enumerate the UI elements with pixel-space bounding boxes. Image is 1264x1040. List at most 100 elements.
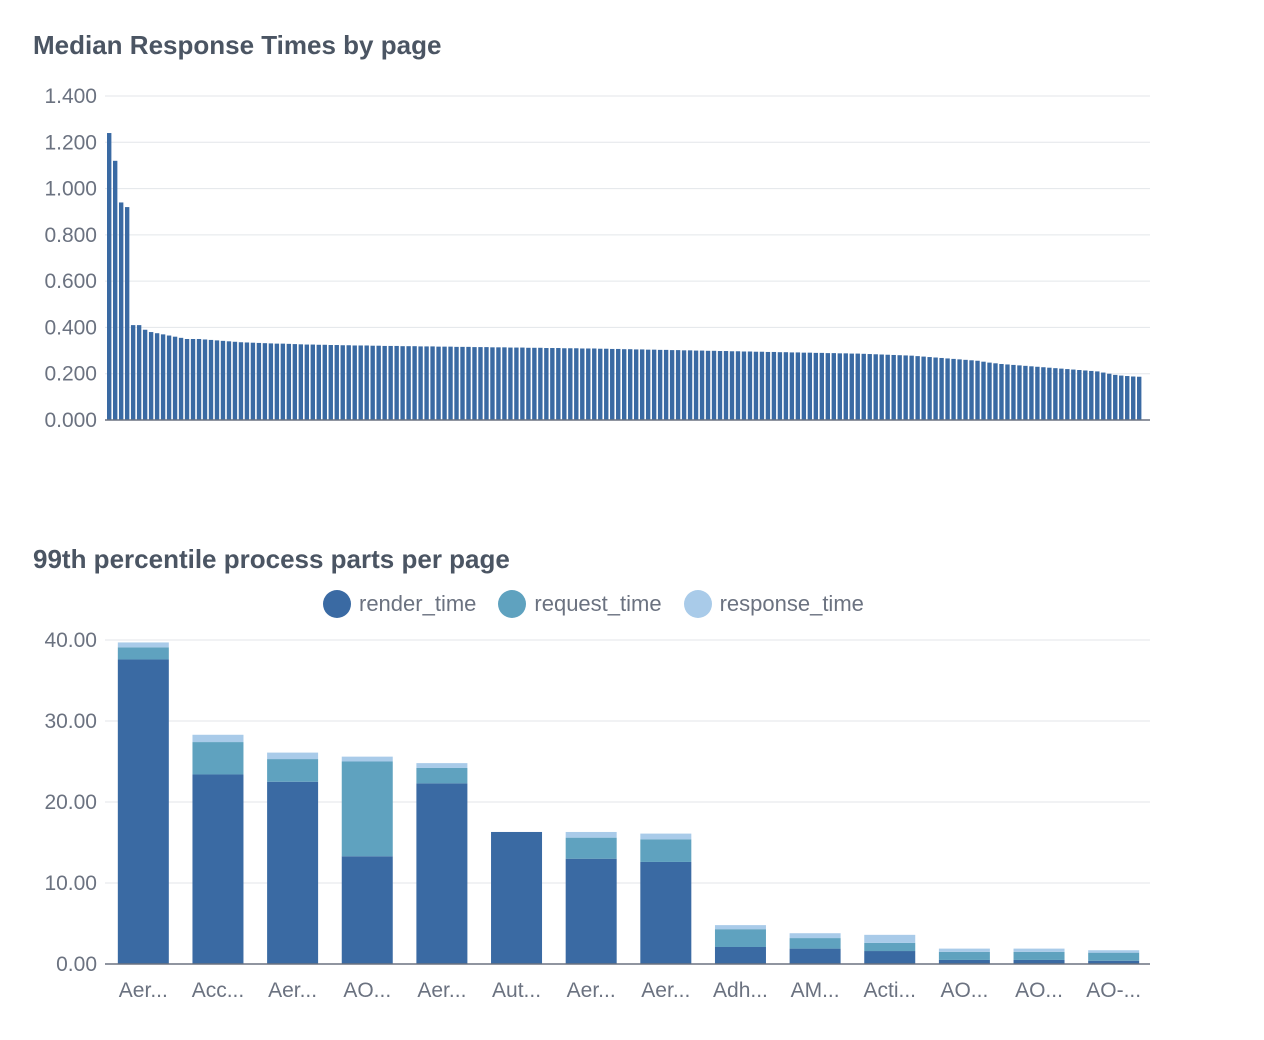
median-bar [616,348,621,420]
median-bar [879,354,884,420]
median-bar [448,346,453,420]
bar-render-time [267,781,319,964]
x-tick-label: AM... [791,979,840,1002]
median-bar [867,354,872,420]
bar-render-time [565,858,617,964]
median-bar [795,352,801,420]
median-bar [472,347,477,420]
median-bar [921,356,926,420]
median-bar [801,352,807,420]
median-bar [388,345,393,420]
median-bar [364,345,369,420]
median-bar [1101,372,1106,420]
median-bar [1083,370,1088,420]
median-bar [891,354,896,420]
median-bar [190,339,196,420]
median-bar [418,346,423,420]
median-bar [148,332,154,420]
median-bar [861,353,866,420]
median-bar [855,353,860,420]
median-bar [124,207,130,420]
median-bar [711,350,717,420]
x-tick-label: Acti... [863,979,916,1002]
median-bar [508,347,513,420]
legend-label-response-time: response_time [719,591,864,616]
x-tick-label: Aer... [641,979,690,1002]
median-bar [244,342,250,420]
median-bar [604,348,609,420]
y-tick-label: 10.00 [44,872,97,895]
bar-response-time [192,734,244,743]
median-chart-title: Median Response Times by page [33,30,442,60]
median-bar [208,339,214,420]
percentile-chart-title: 99th percentile process parts per page [33,544,510,574]
median-bar [951,358,956,420]
median-bar [663,349,669,420]
bar-request-time [714,929,766,947]
median-bar [897,355,902,420]
bar-render-time [714,946,766,964]
median-bar [993,363,998,420]
bar-response-time [789,933,841,939]
bar-render-time [416,783,468,964]
median-bar [544,348,549,420]
legend-item-render-time[interactable]: render_time [323,590,476,618]
median-bar [376,345,381,420]
bar-render-time [192,774,244,964]
y-tick-label: 1.400 [44,85,97,108]
bar-request-time [1013,951,1065,960]
bar-response-time [714,925,766,930]
bar-render-time [1013,959,1065,964]
legend-item-request-time[interactable]: request_time [498,590,662,618]
median-bar [1071,369,1076,420]
median-bar [136,325,142,420]
median-bar [310,344,315,420]
y-tick-label: 0.800 [44,224,97,247]
median-bar [789,352,795,420]
render-time-swatch [323,590,351,618]
y-tick-label: 0.000 [44,409,97,432]
bar-request-time [416,767,468,784]
median-bar [1137,376,1142,420]
median-bar [454,346,459,420]
median-bar [526,347,531,420]
median-bar [622,349,627,420]
median-bar [885,354,890,420]
median-bar [118,202,124,420]
legend-item-response-time[interactable]: response_time [683,590,864,618]
bar-render-time [789,948,841,964]
median-bar [1041,367,1046,420]
median-bar [166,335,172,420]
median-bar [430,346,435,420]
median-bar [226,341,232,420]
median-bar [250,342,256,420]
median-bar [400,346,405,420]
median-bar [975,360,980,420]
chart-legend: render_time request_time response_time [323,590,886,618]
median-bar [627,349,633,420]
median-bar [112,160,118,421]
median-bar [693,350,699,420]
y-tick-label: 30.00 [44,710,97,733]
bar-render-time [491,831,543,964]
median-bar [202,339,208,420]
bar-response-time [938,948,990,952]
bar-request-time [1088,952,1140,961]
median-bar [484,347,489,420]
median-bar [987,362,992,420]
median-bar [346,345,351,420]
median-bar [1089,370,1094,420]
median-bar [741,351,747,420]
median-bar [1005,364,1010,420]
x-tick-label: Acc... [192,979,245,1002]
x-tick-label: Aer... [567,979,616,1002]
median-bar [412,346,417,420]
y-tick-label: 1.000 [44,178,97,201]
median-bar [933,357,938,420]
median-bar [927,357,932,420]
bar-render-time [117,659,169,964]
median-bar [502,347,507,420]
median-bar [729,351,735,420]
median-bar [592,348,597,420]
median-bar [154,333,160,420]
